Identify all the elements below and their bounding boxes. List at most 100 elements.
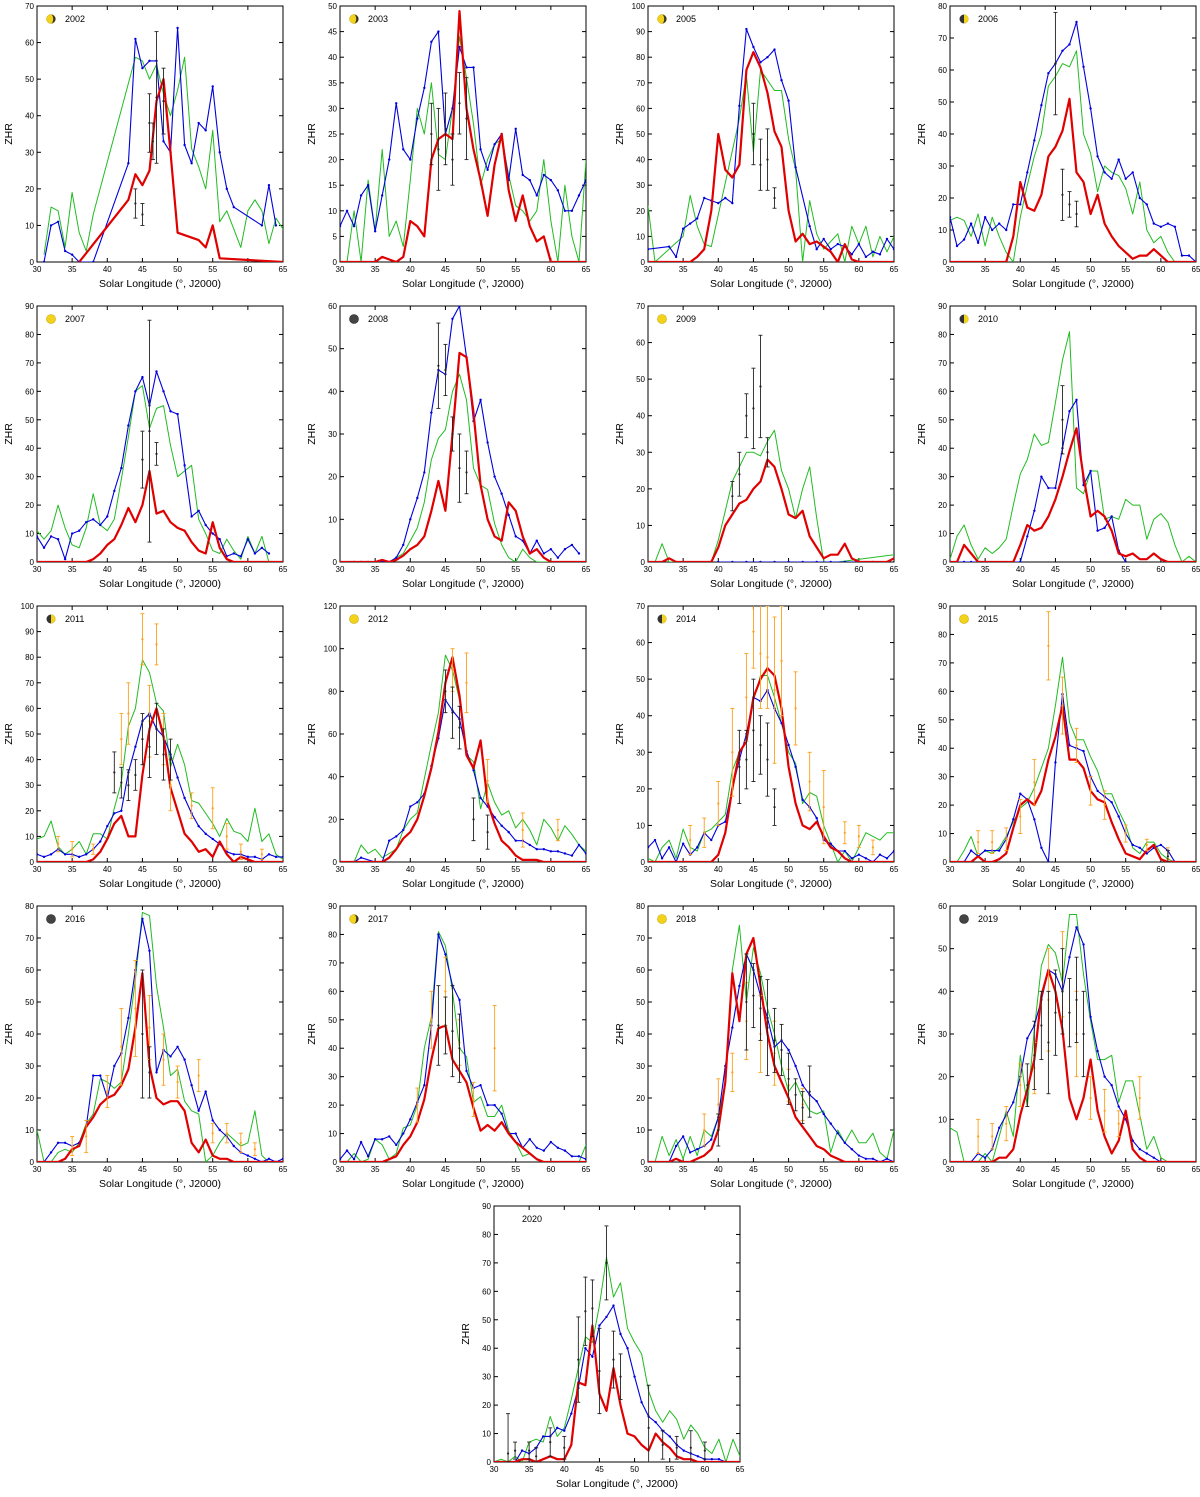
series-blue-point — [570, 1412, 573, 1415]
series-blue-point — [366, 1155, 370, 1158]
series-blue-point — [239, 555, 243, 558]
y-tick-label: 70 — [636, 79, 645, 88]
series-blue-point — [528, 843, 531, 847]
x-axis-label: Solar Longitude (°, J2000) — [710, 578, 832, 590]
series-blue-point — [359, 194, 363, 197]
series-blue-point — [563, 209, 567, 212]
orange-errorbar-point — [1019, 1084, 1022, 1087]
x-tick-label: 30 — [946, 565, 955, 574]
series-blue-point — [983, 849, 987, 852]
series-blue-point — [780, 79, 783, 82]
y-tick-label: 120 — [324, 602, 338, 611]
series-blue-point — [892, 849, 894, 853]
series-blue-point — [962, 560, 966, 562]
panel-2014: 0 10 20 30 40 50 60 70 30 35 40 45 50 55 60 65 Solar Lon… — [614, 602, 899, 890]
y-axis-label: ZHR — [614, 123, 626, 145]
y-tick-label: 90 — [25, 302, 34, 311]
x-tick-label: 50 — [476, 1165, 485, 1174]
black-errorbar-point — [451, 1030, 454, 1033]
series-blue-point — [745, 560, 748, 562]
series-blue-point — [141, 375, 144, 379]
series-blue-point — [267, 1157, 271, 1161]
y-tick-label: 20 — [25, 807, 34, 816]
y-tick-label: 0 — [30, 558, 35, 567]
x-tick-label: 65 — [582, 565, 591, 574]
series-red — [340, 1024, 586, 1162]
y-tick-label: 90 — [328, 902, 337, 911]
y-axis-label: ZHR — [916, 123, 928, 145]
series-blue-point — [787, 743, 790, 747]
series-blue-point — [1173, 225, 1177, 228]
series-blue-point — [584, 852, 586, 855]
black-errorbar-point — [1054, 1011, 1057, 1014]
series-blue-point — [479, 148, 482, 151]
gibbous-moon-shadow — [662, 14, 667, 24]
series-blue-point — [465, 1069, 468, 1073]
x-tick-label: 60 — [546, 265, 555, 274]
black-errorbar-point — [1061, 193, 1064, 196]
y-tick-label: 80 — [636, 902, 645, 911]
series-blue-point — [787, 560, 790, 562]
orange-errorbar-point — [92, 848, 95, 851]
orange-errorbar-point — [106, 1090, 109, 1093]
black-errorbar-point — [675, 1446, 678, 1449]
x-tick-label: 55 — [511, 1165, 520, 1174]
half-moon-lit — [662, 614, 667, 624]
orange-errorbar-point — [1005, 1122, 1008, 1125]
y-axis-label: ZHR — [3, 1023, 15, 1045]
series-blue-point — [521, 173, 524, 177]
series-blue-point — [63, 1141, 67, 1145]
series-blue-point — [1026, 1037, 1029, 1040]
y-tick-label: 50 — [25, 998, 34, 1007]
series-blue-point — [402, 828, 405, 832]
orange-errorbar-point — [808, 780, 811, 783]
x-tick-label: 65 — [1192, 565, 1200, 574]
series-blue-point — [1089, 1015, 1092, 1019]
x-axis-label: Solar Longitude (°, J2000) — [710, 878, 832, 890]
series-blue-point — [388, 1135, 391, 1138]
panel-data — [37, 319, 283, 562]
x-tick-label: 55 — [665, 1465, 674, 1474]
x-tick-label: 35 — [525, 1465, 534, 1474]
orange-errorbar-point — [731, 1071, 734, 1074]
series-blue-point — [681, 227, 685, 230]
x-tick-label: 30 — [490, 1465, 499, 1474]
y-tick-label: 35 — [328, 79, 337, 88]
series-blue-point — [63, 557, 67, 561]
series-blue-point — [113, 489, 116, 493]
series-blue-point — [359, 1140, 363, 1144]
x-tick-label: 60 — [243, 565, 252, 574]
series-blue-point — [99, 1074, 102, 1077]
series-green — [950, 50, 1196, 262]
y-tick-label: 80 — [328, 930, 337, 939]
panel-data — [42, 26, 283, 262]
black-errorbar-point — [444, 368, 447, 372]
series-blue-point — [155, 1071, 158, 1074]
series-blue-point — [204, 129, 207, 132]
series-blue-point — [731, 560, 734, 562]
series-blue-point — [183, 796, 186, 800]
series-blue-point — [395, 1143, 398, 1147]
orange-errorbar-point — [703, 1128, 706, 1132]
series-blue-point — [850, 857, 854, 860]
panel-2008: 0 10 20 30 40 50 60 30 35 40 45 50 55 60 65 Solar Longi… — [306, 302, 591, 590]
black-errorbar-point — [605, 1261, 608, 1264]
y-tick-label: 40 — [328, 773, 337, 782]
panel-year-label: 2005 — [676, 14, 696, 24]
series-blue-point — [745, 27, 748, 31]
black-errorbar-point — [162, 753, 165, 756]
y-tick-label: 0 — [487, 1458, 492, 1467]
series-blue-point — [1089, 107, 1092, 110]
plot-frame — [949, 305, 1197, 563]
y-tick-label: 80 — [25, 330, 34, 339]
series-blue-point — [92, 1074, 95, 1077]
x-tick-label: 45 — [1051, 265, 1060, 274]
y-tick-label: 40 — [636, 712, 645, 721]
x-tick-label: 30 — [33, 265, 42, 274]
series-red — [648, 936, 894, 1162]
series-blue-point — [77, 855, 81, 859]
series-blue-point — [983, 216, 987, 219]
y-tick-label: 90 — [482, 1202, 491, 1211]
y-tick-label: 0 — [333, 258, 338, 267]
half-moon-lit — [964, 14, 969, 24]
